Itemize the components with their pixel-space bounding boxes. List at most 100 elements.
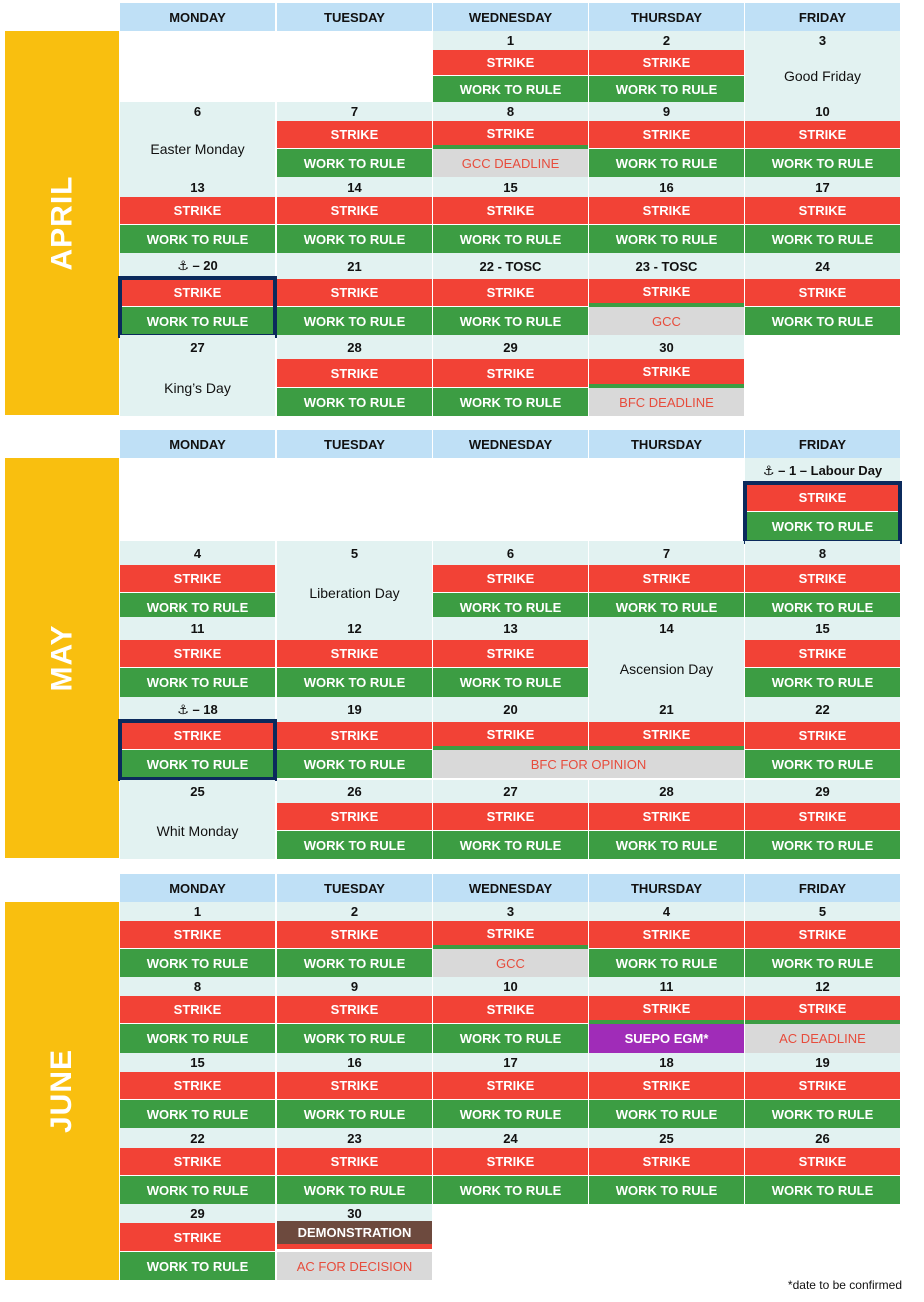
date-label: 30	[589, 335, 744, 359]
event-work-to-rule: WORK TO RULE	[589, 1100, 744, 1128]
status-strip	[433, 945, 588, 949]
holiday-liberation-day: Liberation Day	[277, 565, 432, 621]
event-work-to-rule: WORK TO RULE	[277, 750, 432, 778]
event-work-to-rule: WORK TO RULE	[589, 76, 744, 102]
event-work-to-rule: WORK TO RULE	[589, 949, 744, 977]
date-label: 5	[745, 902, 900, 921]
event-gcc: GCC	[433, 949, 588, 977]
event-strike: STRIKE	[745, 640, 900, 667]
weekday-header-tuesday: TUESDAY	[277, 874, 432, 902]
event-strike: STRIKE	[433, 279, 588, 306]
date-label: 9	[277, 977, 432, 996]
date-label: 29	[745, 780, 900, 803]
event-strike: STRIKE	[277, 722, 432, 749]
event-strike: STRIKE	[745, 921, 900, 948]
date-label: 30	[277, 1204, 432, 1223]
event-work-to-rule: WORK TO RULE	[433, 831, 588, 859]
date-label: 25	[120, 780, 275, 803]
event-work-to-rule: WORK TO RULE	[277, 949, 432, 977]
date-label: 21	[277, 253, 432, 279]
date-label: 10	[745, 102, 900, 121]
month-label: APRIL	[45, 175, 78, 271]
event-work-to-rule: WORK TO RULE	[745, 1100, 900, 1128]
date-label: 29	[433, 335, 588, 359]
date-label: 22	[745, 697, 900, 722]
event-work-to-rule: WORK TO RULE	[433, 593, 588, 621]
event-work-to-rule: WORK TO RULE	[433, 307, 588, 335]
date-label: 11	[120, 617, 275, 640]
date-label: 15	[433, 177, 588, 197]
event-strike: STRIKE	[277, 197, 432, 224]
weekday-header-tuesday: TUESDAY	[277, 430, 432, 458]
weekday-header-wednesday: WEDNESDAY	[433, 430, 588, 458]
event-work-to-rule: WORK TO RULE	[277, 831, 432, 859]
event-strike: STRIKE	[433, 803, 588, 830]
event-suepo-egm: SUEPO EGM*	[589, 1024, 744, 1053]
event-bfc-for-opinion: BFC FOR OPINION	[433, 750, 744, 778]
weekday-header-thursday: THURSDAY	[589, 3, 744, 31]
date-label: 12	[277, 617, 432, 640]
date-label: 17	[745, 177, 900, 197]
holiday-ascension-day: Ascension Day	[589, 640, 744, 697]
holiday-whit-monday: Whit Monday	[120, 803, 275, 859]
event-work-to-rule: WORK TO RULE	[277, 668, 432, 697]
footnote: *date to be confirmed	[787, 1278, 902, 1292]
event-strike: STRIKE	[433, 1072, 588, 1099]
event-strike: STRIKE	[589, 50, 744, 75]
month-label: JUNE	[45, 1048, 78, 1134]
date-label: 13	[120, 177, 275, 197]
event-strike: STRIKE	[120, 1148, 275, 1175]
date-label: 23	[277, 1128, 432, 1148]
date-label: 4	[120, 541, 275, 565]
date-label: 24	[745, 253, 900, 279]
date-label: 5	[277, 541, 432, 565]
date-label: 11	[589, 977, 744, 996]
weekday-header-friday: FRIDAY	[745, 874, 900, 902]
status-strip	[433, 145, 588, 149]
event-work-to-rule: WORK TO RULE	[589, 149, 744, 177]
date-label: 28	[277, 335, 432, 359]
weekday-header-wednesday: WEDNESDAY	[433, 874, 588, 902]
event-work-to-rule: WORK TO RULE	[120, 593, 275, 621]
event-strike: STRIKE	[433, 565, 588, 592]
weekday-header-thursday: THURSDAY	[589, 430, 744, 458]
event-work-to-rule: WORK TO RULE	[745, 225, 900, 253]
date-label: 9	[589, 102, 744, 121]
event-work-to-rule: WORK TO RULE	[277, 1176, 432, 1204]
date-label: 19	[277, 697, 432, 722]
event-work-to-rule: WORK TO RULE	[433, 1024, 588, 1053]
event-strike: STRIKE	[277, 121, 432, 148]
event-work-to-rule: WORK TO RULE	[120, 307, 275, 335]
date-label: 14	[277, 177, 432, 197]
date-label: 25	[589, 1128, 744, 1148]
event-work-to-rule: WORK TO RULE	[277, 307, 432, 335]
event-strike: STRIKE	[433, 640, 588, 667]
event-strike: STRIKE	[433, 50, 588, 75]
event-strike: STRIKE	[277, 921, 432, 948]
event-strike: STRIKE	[433, 1148, 588, 1175]
event-strike: STRIKE	[433, 359, 588, 387]
event-work-to-rule: WORK TO RULE	[745, 668, 900, 697]
event-strike: STRIKE	[277, 996, 432, 1023]
event-work-to-rule: WORK TO RULE	[120, 750, 275, 778]
event-work-to-rule: WORK TO RULE	[433, 1176, 588, 1204]
weekday-header-wednesday: WEDNESDAY	[433, 3, 588, 31]
date-label: 16	[589, 177, 744, 197]
event-strike: STRIKE	[589, 359, 744, 384]
event-strike: STRIKE	[433, 996, 588, 1023]
event-strike: STRIKE	[120, 197, 275, 224]
event-work-to-rule: WORK TO RULE	[120, 1024, 275, 1053]
month-bar-april: APRIL	[5, 31, 119, 415]
event-work-to-rule: WORK TO RULE	[745, 949, 900, 977]
event-strike: STRIKE	[277, 1072, 432, 1099]
month-bar-june: JUNE	[5, 902, 119, 1280]
weekday-header-monday: MONDAY	[120, 430, 275, 458]
date-label: 4	[589, 902, 744, 921]
event-ac-deadline: AC DEADLINE	[745, 1024, 900, 1053]
event-work-to-rule: WORK TO RULE	[277, 1024, 432, 1053]
event-work-to-rule: WORK TO RULE	[277, 1100, 432, 1128]
event-strike: STRIKE	[589, 996, 744, 1020]
event-work-to-rule: WORK TO RULE	[745, 593, 900, 621]
event-strike: STRIKE	[589, 1072, 744, 1099]
